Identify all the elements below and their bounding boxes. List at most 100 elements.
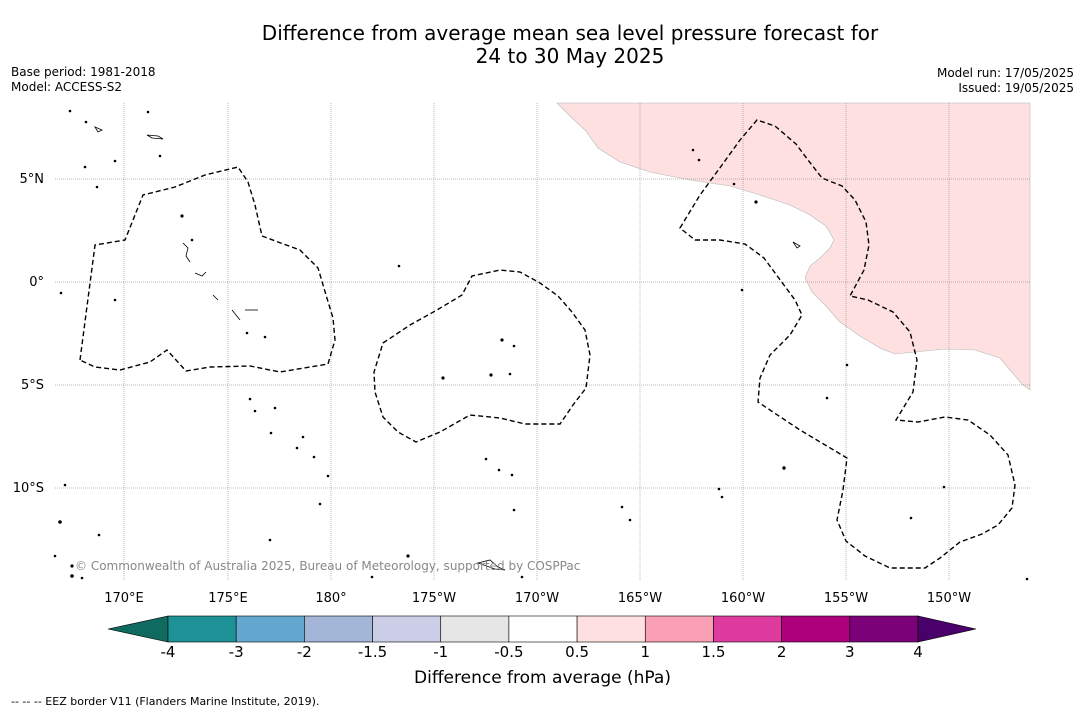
island [792, 241, 801, 249]
lon-label: 170°W [515, 591, 559, 606]
colorbar-bin [849, 615, 919, 643]
colorbar-bin [644, 615, 714, 643]
island [253, 409, 257, 413]
eez-border-kiribati-gilbert [79, 166, 336, 373]
lat-label: 10°S [13, 481, 44, 496]
meta-right: Model run: 17/05/2025 Issued: 19/05/2025 [937, 66, 1074, 96]
island [909, 516, 913, 520]
island [97, 533, 101, 537]
island [231, 309, 241, 321]
island [825, 396, 829, 400]
island [158, 154, 162, 158]
island [295, 446, 299, 450]
island [146, 134, 164, 140]
colorbar [107, 615, 977, 643]
colorbar-tick-label: -3 [228, 643, 244, 661]
colorbar-label: Difference from average (hPa) [414, 668, 671, 688]
model-run: Model run: 17/05/2025 [936, 66, 1074, 80]
colorbar-tick-label: -1 [433, 643, 449, 661]
lat-axis-labels: 5°N 0° 5°S 10°S [13, 172, 44, 496]
island [497, 468, 501, 472]
lon-label: 150°W [927, 591, 971, 606]
colorbar-extend-high [917, 615, 977, 643]
island [70, 564, 74, 568]
island [212, 294, 219, 301]
colorbar-bin [576, 615, 646, 643]
island [717, 487, 721, 491]
colorbar-extend-low [107, 615, 169, 643]
island [318, 502, 322, 506]
colorbar-bin [440, 615, 510, 643]
model-name: Model: ACCESS-S2 [11, 80, 123, 94]
island [628, 518, 632, 522]
colorbar-tick-label: 2 [776, 643, 787, 661]
eez-legend-note: -- -- -- EEZ border V11 (Flanders Marine… [11, 695, 320, 708]
title-line-1: Difference from average mean sea level p… [261, 21, 879, 45]
island [406, 554, 410, 558]
copyright-notice: © Commonwealth of Australia 2025, Bureau… [75, 559, 580, 573]
lat-label: 0° [29, 275, 44, 290]
island [510, 473, 514, 477]
island [508, 372, 512, 376]
island [691, 148, 695, 152]
island [180, 214, 184, 218]
island [113, 298, 117, 302]
island [754, 200, 758, 204]
island [732, 182, 736, 186]
islands [53, 109, 1029, 581]
island [370, 575, 374, 579]
island [782, 466, 786, 470]
island [476, 559, 506, 571]
island [512, 508, 516, 512]
colorbar-tick-label: 0.5 [565, 643, 590, 661]
lon-label: 155°W [824, 591, 868, 606]
island [248, 397, 252, 401]
colorbar-tick-label: -1.5 [357, 643, 388, 661]
island [720, 495, 724, 499]
island [70, 574, 74, 578]
colorbar-bin [372, 615, 442, 643]
island [273, 406, 277, 410]
island [113, 159, 117, 163]
colorbar-bin [304, 615, 373, 643]
island [94, 126, 103, 133]
lon-label: 180° [315, 591, 346, 606]
colorbar-bin [781, 615, 851, 643]
colorbar-bin [508, 615, 578, 643]
eez-borders [79, 119, 1016, 569]
colorbar-bin [167, 615, 237, 643]
lat-label: 5°S [21, 378, 44, 393]
lat-label: 5°N [20, 172, 45, 187]
issued-date: Issued: 19/05/2025 [958, 81, 1074, 95]
island [697, 158, 701, 162]
colorbar-tick-label: 1.5 [701, 643, 726, 661]
island [512, 344, 516, 348]
colorbar-tick-label: -4 [160, 643, 176, 661]
island [520, 575, 524, 579]
island [312, 455, 316, 459]
island [845, 363, 849, 367]
island [489, 373, 493, 377]
colorbar-bin [713, 615, 782, 643]
island [740, 288, 744, 292]
island [1025, 577, 1029, 581]
island [942, 485, 946, 489]
anomaly-region [556, 102, 1031, 391]
island [80, 576, 84, 580]
title-line-2: 24 to 30 May 2025 [475, 44, 665, 68]
meta-left: Base period: 1981-2018 Model: ACCESS-S2 [11, 65, 156, 95]
island [190, 238, 194, 242]
island [63, 483, 67, 487]
colorbar-tick-label: 1 [640, 643, 651, 661]
colorbar-tick-label: -2 [296, 643, 312, 661]
island [268, 538, 272, 542]
lon-label: 160°W [721, 591, 765, 606]
colorbar-tick-label: -0.5 [494, 643, 524, 661]
island [95, 185, 99, 189]
island [194, 271, 207, 277]
lon-label: 175°E [208, 591, 248, 606]
island [397, 264, 401, 268]
colorbar-tick-label: 3 [845, 643, 855, 661]
colorbar-bin [235, 615, 305, 643]
